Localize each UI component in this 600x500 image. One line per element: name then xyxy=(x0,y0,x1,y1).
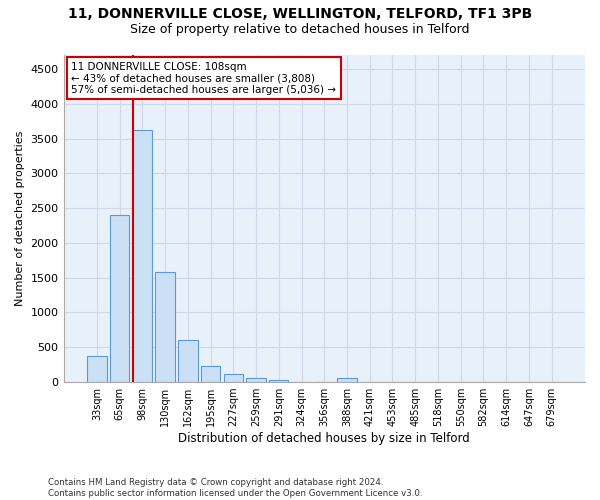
Bar xyxy=(269,380,289,382)
Bar xyxy=(337,378,356,382)
Bar xyxy=(224,374,243,382)
Bar xyxy=(87,356,107,382)
Y-axis label: Number of detached properties: Number of detached properties xyxy=(15,131,25,306)
Bar xyxy=(201,366,220,382)
Bar xyxy=(247,378,266,382)
Bar xyxy=(133,130,152,382)
Text: 11, DONNERVILLE CLOSE, WELLINGTON, TELFORD, TF1 3PB: 11, DONNERVILLE CLOSE, WELLINGTON, TELFO… xyxy=(68,8,532,22)
Text: Contains HM Land Registry data © Crown copyright and database right 2024.
Contai: Contains HM Land Registry data © Crown c… xyxy=(48,478,422,498)
Text: Size of property relative to detached houses in Telford: Size of property relative to detached ho… xyxy=(130,22,470,36)
Bar xyxy=(110,215,130,382)
Bar xyxy=(155,272,175,382)
X-axis label: Distribution of detached houses by size in Telford: Distribution of detached houses by size … xyxy=(178,432,470,445)
Bar xyxy=(178,340,197,382)
Text: 11 DONNERVILLE CLOSE: 108sqm
← 43% of detached houses are smaller (3,808)
57% of: 11 DONNERVILLE CLOSE: 108sqm ← 43% of de… xyxy=(71,62,337,94)
